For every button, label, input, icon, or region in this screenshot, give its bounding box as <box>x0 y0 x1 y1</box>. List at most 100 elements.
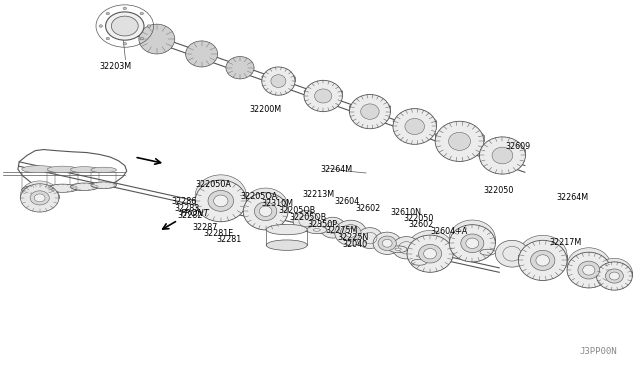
Ellipse shape <box>22 166 55 173</box>
Ellipse shape <box>70 167 99 173</box>
Ellipse shape <box>518 240 567 280</box>
Ellipse shape <box>578 261 600 279</box>
Text: 32213M: 32213M <box>302 190 334 199</box>
Ellipse shape <box>47 184 78 192</box>
Ellipse shape <box>349 102 390 111</box>
Text: 32286: 32286 <box>172 197 196 206</box>
Ellipse shape <box>254 202 276 221</box>
Ellipse shape <box>70 183 99 190</box>
Ellipse shape <box>214 195 228 207</box>
Ellipse shape <box>99 25 102 27</box>
Ellipse shape <box>195 180 246 222</box>
Ellipse shape <box>435 130 484 140</box>
Ellipse shape <box>139 24 175 54</box>
Text: 32275M: 32275M <box>325 226 358 235</box>
Ellipse shape <box>315 89 332 103</box>
Text: 32604: 32604 <box>334 197 359 206</box>
Ellipse shape <box>349 94 390 129</box>
Text: 322050: 322050 <box>403 214 433 223</box>
Text: 32264M: 32264M <box>557 193 589 202</box>
Text: FRONT: FRONT <box>180 209 209 218</box>
Text: 32205QA: 32205QA <box>240 192 277 201</box>
Ellipse shape <box>147 25 150 27</box>
Ellipse shape <box>123 7 127 10</box>
Ellipse shape <box>140 37 143 40</box>
Ellipse shape <box>609 272 620 280</box>
Ellipse shape <box>492 147 513 164</box>
Ellipse shape <box>345 228 356 237</box>
Ellipse shape <box>407 230 453 268</box>
Text: 32350P: 32350P <box>307 220 337 229</box>
Ellipse shape <box>22 185 55 194</box>
Ellipse shape <box>479 137 525 174</box>
Ellipse shape <box>226 57 254 79</box>
Ellipse shape <box>243 193 288 230</box>
Ellipse shape <box>340 225 361 241</box>
Ellipse shape <box>393 109 436 144</box>
Ellipse shape <box>243 188 288 225</box>
Ellipse shape <box>389 246 407 253</box>
Ellipse shape <box>304 87 342 95</box>
Ellipse shape <box>531 250 555 270</box>
Ellipse shape <box>106 37 109 40</box>
Ellipse shape <box>378 236 396 251</box>
Ellipse shape <box>35 194 45 202</box>
Ellipse shape <box>392 237 420 259</box>
Ellipse shape <box>111 16 138 36</box>
Text: 32602: 32602 <box>408 220 433 229</box>
Ellipse shape <box>412 253 427 259</box>
Ellipse shape <box>208 190 234 211</box>
Ellipse shape <box>304 80 342 112</box>
Ellipse shape <box>106 12 109 15</box>
Text: 32283: 32283 <box>174 204 199 213</box>
Text: 32609: 32609 <box>506 142 531 151</box>
Ellipse shape <box>307 226 327 234</box>
Ellipse shape <box>20 181 59 209</box>
Ellipse shape <box>479 145 525 155</box>
Ellipse shape <box>405 118 424 135</box>
Ellipse shape <box>266 224 307 235</box>
Text: J3PP00N: J3PP00N <box>579 347 617 356</box>
Ellipse shape <box>435 121 484 161</box>
Ellipse shape <box>495 240 529 267</box>
Ellipse shape <box>417 255 422 257</box>
Ellipse shape <box>567 252 611 288</box>
Ellipse shape <box>395 248 401 250</box>
Text: 32040: 32040 <box>342 240 367 248</box>
Text: 32610N: 32610N <box>390 208 421 217</box>
Text: 32602: 32602 <box>355 204 380 213</box>
Text: 32604+A: 32604+A <box>430 227 467 236</box>
Text: 32282: 32282 <box>178 211 204 219</box>
Ellipse shape <box>596 258 632 286</box>
Text: 32310M: 32310M <box>261 199 293 208</box>
Ellipse shape <box>266 240 307 250</box>
Text: 322050: 322050 <box>483 186 513 195</box>
Text: 32217M: 32217M <box>549 238 581 247</box>
Ellipse shape <box>47 166 78 173</box>
Ellipse shape <box>106 12 144 40</box>
Text: 32281E: 32281E <box>204 229 234 238</box>
Text: 322050A: 322050A <box>195 180 231 189</box>
Ellipse shape <box>373 232 401 254</box>
Ellipse shape <box>262 67 295 95</box>
Ellipse shape <box>320 217 346 238</box>
Ellipse shape <box>424 248 436 259</box>
Ellipse shape <box>335 220 367 246</box>
Ellipse shape <box>123 42 127 45</box>
Ellipse shape <box>91 167 116 173</box>
Ellipse shape <box>449 225 495 262</box>
Ellipse shape <box>140 12 143 15</box>
Ellipse shape <box>195 175 246 217</box>
Ellipse shape <box>262 73 295 80</box>
Text: 32225N: 32225N <box>338 233 369 242</box>
Ellipse shape <box>582 265 595 275</box>
Ellipse shape <box>449 132 470 150</box>
Ellipse shape <box>361 104 379 119</box>
Ellipse shape <box>20 184 59 212</box>
Ellipse shape <box>357 228 383 248</box>
Ellipse shape <box>567 248 611 283</box>
Ellipse shape <box>466 238 479 248</box>
Ellipse shape <box>419 244 442 263</box>
Ellipse shape <box>186 41 218 67</box>
Ellipse shape <box>461 234 484 253</box>
